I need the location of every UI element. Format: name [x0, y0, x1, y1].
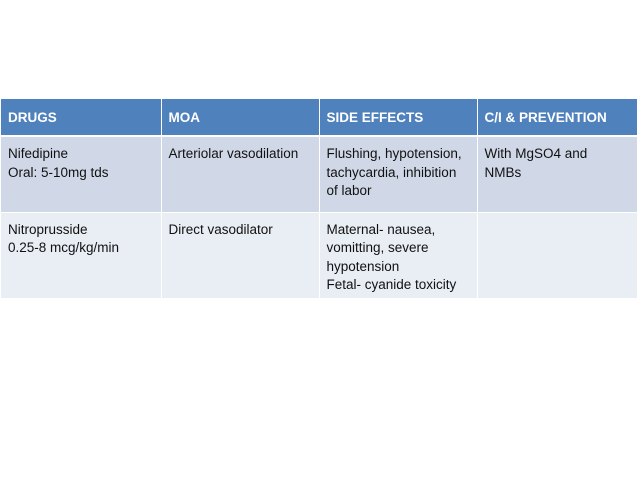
cell-line: Arteriolar vasodilation	[168, 146, 299, 161]
cell-moa: Direct vasodilator	[161, 212, 320, 299]
cell-line: Fetal- cyanide toxicity	[326, 277, 457, 292]
cell-ci-prevention: With MgSO4 and NMBs	[477, 136, 637, 213]
cell-line: With MgSO4 and	[484, 146, 588, 161]
header-moa: MOA	[161, 99, 320, 137]
cell-line: 0.25-8 mcg/kg/min	[8, 240, 120, 255]
cell-moa: Arteriolar vasodilation	[161, 136, 320, 213]
cell-line: Maternal- nausea,	[326, 221, 436, 237]
table-row-nifedipine: Nifedipine Oral: 5-10mg tds Arteriolar v…	[1, 136, 637, 213]
cell-line: hypotension	[326, 258, 400, 274]
table-header-row: DRUGS MOA SIDE EFFECTS C/I & PREVENTION	[1, 99, 637, 137]
cell-line: Direct vasodilator	[168, 221, 273, 237]
cell-drug: Nifedipine Oral: 5-10mg tds	[1, 136, 162, 213]
cell-line: Oral: 5-10mg tds	[8, 164, 109, 180]
cell-drug: Nitroprusside 0.25-8 mcg/kg/min	[1, 212, 162, 299]
header-drugs: DRUGS	[1, 99, 162, 137]
table-row-nitroprusside: Nitroprusside 0.25-8 mcg/kg/min Direct v…	[1, 212, 637, 299]
cell-line: of labor	[326, 183, 372, 198]
header-ci-prevention: C/I & PREVENTION	[477, 99, 637, 137]
cell-line: tachycardia, inhibition	[326, 164, 457, 180]
cell-ci-prevention-empty	[477, 212, 637, 299]
cell-line: Nifedipine	[8, 146, 69, 161]
cell-line: vomitting, severe	[326, 240, 429, 255]
cell-line: NMBs	[484, 164, 522, 180]
cell-side-effects: Maternal- nausea, vomitting, severe hypo…	[319, 212, 478, 299]
cell-side-effects: Flushing, hypotension, tachycardia, inhi…	[319, 136, 478, 213]
header-side-effects: SIDE EFFECTS	[319, 99, 478, 137]
cell-line: Nitroprusside	[8, 221, 88, 237]
drug-table: DRUGS MOA SIDE EFFECTS C/I & PREVENTION …	[1, 99, 637, 299]
cell-line: Flushing, hypotension,	[326, 146, 462, 161]
